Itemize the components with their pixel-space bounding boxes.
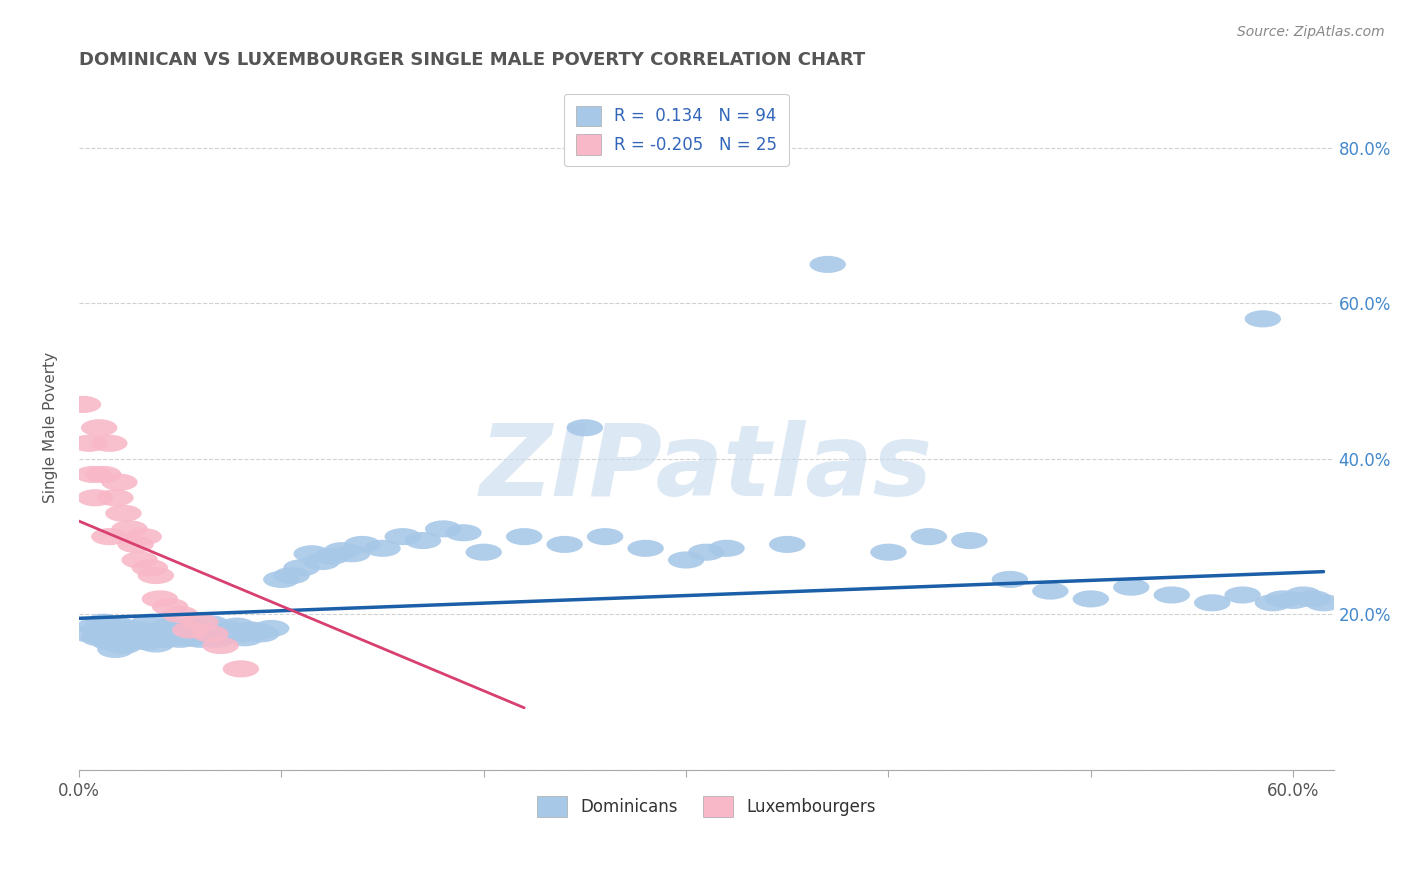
Text: Source: ZipAtlas.com: Source: ZipAtlas.com: [1237, 25, 1385, 39]
Y-axis label: Single Male Poverty: Single Male Poverty: [44, 352, 58, 503]
Text: ZIPatlas: ZIPatlas: [479, 420, 932, 517]
Legend: Dominicans, Luxembourgers: Dominicans, Luxembourgers: [530, 789, 883, 823]
Text: DOMINICAN VS LUXEMBOURGER SINGLE MALE POVERTY CORRELATION CHART: DOMINICAN VS LUXEMBOURGER SINGLE MALE PO…: [79, 51, 865, 69]
